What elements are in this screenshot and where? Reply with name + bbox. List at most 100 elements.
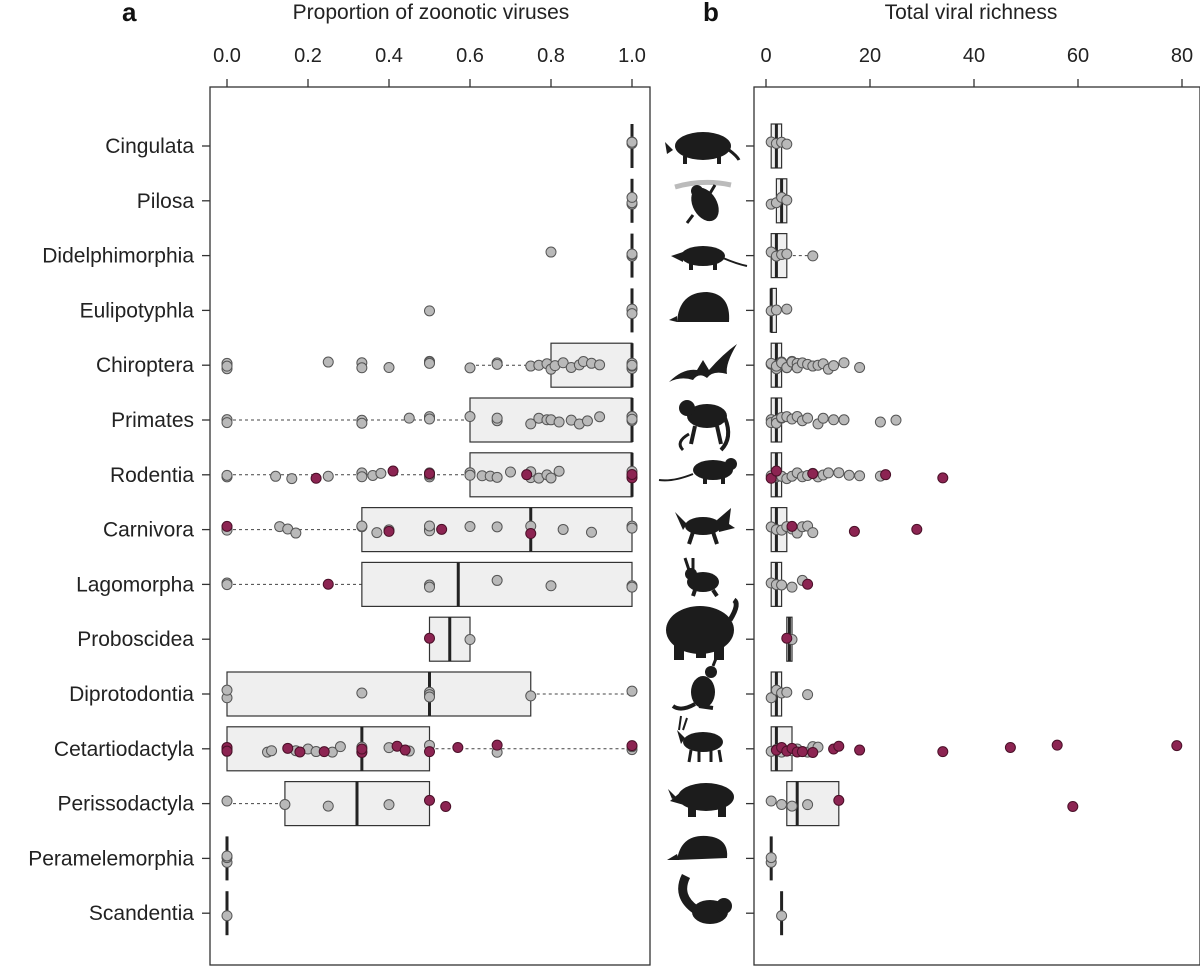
panel-a-point-grey-4-28: [626, 359, 638, 371]
order-label-cetartiodactyla: Cetartiodactyla: [54, 738, 194, 761]
panel-a-axis-title: Proportion of zoonotic viruses: [293, 1, 570, 24]
order-label-primates: Primates: [111, 409, 194, 432]
panel-b-point-grey-5-14: [838, 414, 850, 426]
panel-a-point-grey-2-0: [545, 246, 557, 258]
panel-b-point-grey-0-3: [781, 138, 793, 150]
panel-a-point-red-6-1: [387, 465, 399, 477]
panel-b-point-grey-6-14: [843, 469, 855, 481]
panel-a-point-grey-4-13: [491, 358, 503, 370]
panel-a-xtick-label-2: 0.4: [375, 45, 403, 67]
panel-b-point-grey-8-3: [786, 581, 798, 593]
panel-a-point-grey-7-13: [464, 521, 476, 533]
panel-b-point-red-11-10: [937, 746, 949, 758]
panel-a-point-grey-4-7: [383, 362, 395, 374]
panel-a-frame: [209, 86, 651, 966]
panel-a-point-grey-4-19: [557, 357, 569, 369]
panel-b-point-grey-5-10: [802, 412, 814, 424]
panel-b-point-red-11-8: [833, 740, 845, 752]
panel-a-point-grey-3-3: [626, 308, 638, 320]
panel-a-point-grey-6-7: [356, 471, 368, 483]
panel-b-point-red-8-0: [802, 578, 814, 590]
order-label-didelphimorphia: Didelphimorphia: [42, 245, 194, 268]
panel-a-point-grey-10-5: [424, 691, 435, 703]
panel-a-point-grey-7-12: [424, 520, 435, 532]
panel-a-point-red-9-0: [424, 632, 435, 644]
panel-a-point-grey-14-0: [221, 910, 233, 922]
panel-a-point-grey-6-5: [322, 470, 334, 482]
panel-a-point-grey-3-0: [424, 305, 435, 317]
panel-b-point-grey-2-4: [807, 250, 819, 262]
panel-a-point-grey-5-10: [491, 412, 503, 424]
rat-icon: [658, 458, 737, 484]
panel-a-point-grey-8-3: [424, 581, 435, 593]
panel-a-point-red-8-0: [322, 578, 334, 590]
panel-b-point-grey-4-19: [838, 357, 850, 369]
panel-b-point-red-6-3: [880, 469, 892, 481]
panel-a-point-red-11-5: [318, 746, 330, 758]
panel-a-point-grey-5-8: [464, 411, 476, 423]
panel-a-point-red-12-0: [424, 794, 435, 806]
panel-a-point-grey-2-3: [626, 248, 638, 260]
panel-a-point-grey-5-4: [403, 412, 415, 424]
bat-icon: [669, 344, 737, 382]
panel-a-point-grey-13-2: [221, 850, 233, 862]
panel-b-point-red-11-13: [1171, 740, 1183, 752]
panel-b-point-grey-4-18: [828, 360, 840, 372]
hedgehog-icon: [669, 292, 730, 322]
panel-b-point-red-11-6: [807, 746, 819, 758]
panel-a-point-grey-6-24: [553, 465, 565, 477]
hare-icon: [683, 557, 719, 598]
panel-a-point-grey-6-9: [375, 467, 387, 479]
panel-a-point-grey-6-2: [221, 469, 233, 481]
panel-b-point-grey-5-13: [828, 414, 840, 426]
order-label-proboscidea: Proboscidea: [77, 628, 194, 651]
panel-b-xtick-label-2: 40: [963, 45, 985, 67]
panel-a-point-grey-7-8: [371, 527, 383, 539]
panel-a-point-red-12-1: [440, 800, 452, 812]
panel-b-point-grey-5-12: [817, 412, 829, 424]
order-label-lagomorpha: Lagomorpha: [76, 573, 194, 596]
panel-a-point-grey-8-5: [545, 580, 557, 592]
panel-b-point-red-12-1: [1067, 800, 1079, 812]
bandicoot-icon: [667, 835, 728, 860]
armadillo-icon: [665, 132, 741, 164]
panel-a-point-grey-5-15: [553, 416, 565, 428]
panel-b-xtick-label-4: 80: [1171, 45, 1193, 67]
panel-a-xtick-label-5: 1.0: [618, 45, 646, 67]
rhinoceros-icon: [668, 783, 734, 817]
panel-a-point-grey-11-8: [334, 741, 346, 753]
panel-a-point-red-6-2: [424, 468, 435, 480]
panel-a-xtick-label-0: 0.0: [213, 45, 241, 67]
panel-a-point-grey-10-7: [626, 685, 638, 697]
panel-b-point-grey-6-15: [854, 470, 866, 482]
panel-b-point-red-7-2: [911, 523, 923, 535]
panel-a-xtick-label-3: 0.6: [456, 45, 484, 67]
panel-b-point-red-12-0: [833, 794, 845, 806]
panel-b-point-grey-10-0: [765, 692, 777, 704]
panel-b-point-grey-8-2: [776, 579, 788, 591]
panel-a-point-grey-7-17: [586, 526, 597, 538]
panel-a-point-grey-12-0: [221, 795, 233, 807]
panel-b-point-grey-12-3: [802, 799, 814, 811]
panel-a-point-grey-8-1: [221, 579, 233, 591]
panel-b-point-grey-2-3: [781, 248, 793, 260]
panel-a-point-grey-5-18: [581, 415, 593, 427]
panel-b-point-grey-12-2: [786, 800, 798, 812]
panel-a-point-red-11-4: [294, 746, 306, 758]
panel-b-point-grey-5-16: [890, 414, 902, 426]
panel-a-point-red-11-12: [491, 739, 503, 751]
panel-b-point-grey-6-12: [822, 467, 834, 479]
order-label-pilosa: Pilosa: [137, 190, 195, 213]
panel-b-point-red-6-1: [770, 465, 782, 477]
panel-a-box-4: [550, 342, 633, 388]
panel-a-point-grey-12-1: [279, 798, 291, 810]
panel-a-point-grey-5-3: [356, 417, 368, 429]
panel-a-point-grey-11-3: [266, 745, 278, 757]
order-label-eulipotyphla: Eulipotyphla: [80, 299, 195, 322]
panel-b-letter: b: [703, 0, 719, 27]
panel-a-point-grey-1-2: [626, 191, 638, 203]
order-label-perissodactyla: Perissodactyla: [57, 793, 194, 816]
panel-a-point-grey-4-4: [322, 356, 334, 368]
panel-b-point-grey-10-4: [802, 689, 814, 701]
